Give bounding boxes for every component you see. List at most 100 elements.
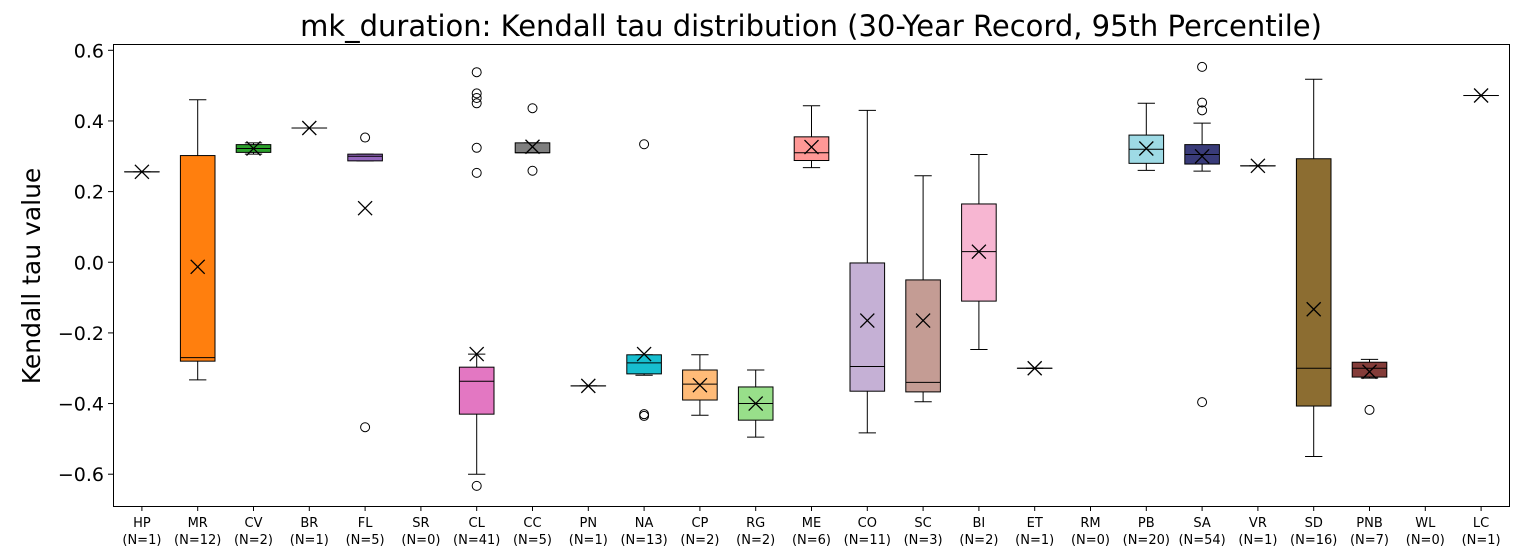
outlier-point <box>360 422 371 433</box>
box-co <box>849 262 886 392</box>
box-cp <box>682 369 718 401</box>
x-tick-count-label: (N=16) <box>1290 533 1337 548</box>
x-tick-label: SA <box>1193 516 1210 531</box>
outlier-point <box>471 88 482 99</box>
outlier-point <box>1197 97 1208 108</box>
y-tick-label: 0.4 <box>74 111 104 133</box>
mean-marker <box>246 141 261 156</box>
x-tick-label: NA <box>635 516 654 531</box>
x-tick-count-label: (N=2) <box>234 533 273 548</box>
outlier-point <box>471 142 482 153</box>
x-tick-label: PNB <box>1356 516 1382 531</box>
mean-marker <box>1194 148 1210 164</box>
x-tick-label: ME <box>802 516 821 531</box>
x-tick-label: CC <box>523 516 541 531</box>
mean-marker <box>301 120 317 136</box>
mean-marker <box>692 377 708 393</box>
outlier-point <box>471 67 482 78</box>
x-tick-count-label: (N=54) <box>1178 533 1225 548</box>
box-mr <box>179 155 216 362</box>
outlier-point <box>471 92 482 103</box>
mean-marker <box>190 259 206 275</box>
x-tick-count-label: (N=1) <box>569 533 608 548</box>
x-tick-label: PB <box>1138 516 1155 531</box>
x-tick-label: FL <box>358 516 373 531</box>
x-tick-count-label: (N=5) <box>513 533 552 548</box>
x-tick-count-label: (N=1) <box>1015 533 1054 548</box>
x-tick-count-label: (N=1) <box>1238 533 1277 548</box>
mean-marker <box>1250 158 1266 174</box>
x-tick-count-label: (N=1) <box>122 533 161 548</box>
mean-marker <box>915 313 931 328</box>
box-cl <box>458 366 495 415</box>
mean-marker <box>134 164 150 180</box>
outlier-point <box>639 139 650 150</box>
outlier-point <box>471 98 482 109</box>
mean-marker <box>1473 88 1489 103</box>
box-na <box>626 354 662 375</box>
x-tick-label: RG <box>746 516 765 531</box>
mean-marker <box>971 244 987 260</box>
outlier-point <box>471 480 482 491</box>
box-sc <box>905 279 941 393</box>
y-axis-label: Kendall tau value <box>17 168 46 385</box>
mean-marker <box>804 139 819 155</box>
x-tick-label: MR <box>188 516 208 531</box>
x-tick-count-label: (N=41) <box>453 533 500 548</box>
y-tick-label: 0.0 <box>74 252 104 274</box>
y-tick-label: 0.2 <box>74 182 104 204</box>
mean-marker <box>1027 360 1043 376</box>
x-tick-label: BI <box>973 516 986 531</box>
x-tick-count-label: (N=0) <box>1071 533 1110 548</box>
x-tick-count-label: (N=2) <box>736 533 775 548</box>
x-tick-count-label: (N=2) <box>680 533 719 548</box>
y-tick-label: −0.6 <box>58 464 104 486</box>
outlier-point <box>1364 404 1375 415</box>
x-tick-label: BR <box>300 516 318 531</box>
x-tick-count-label: (N=0) <box>1406 533 1445 548</box>
mean-marker <box>357 200 373 216</box>
y-tick-label: 0.6 <box>74 40 104 62</box>
x-tick-label: ET <box>1027 516 1043 531</box>
x-tick-label: CL <box>469 516 486 531</box>
plot-marks: −0.6 −0.4 −0.2 0.0 0.2 0.4 0.6 HP (N=1) MR (N=12) C… <box>58 40 1501 548</box>
x-tick-label: VR <box>1249 516 1267 531</box>
x-tick-label: LC <box>1473 516 1489 531</box>
mean-marker <box>525 139 540 155</box>
box-sd <box>1295 158 1332 407</box>
box-pnb <box>1351 361 1388 378</box>
x-tick-label: HP <box>133 516 151 531</box>
mean-marker <box>1138 141 1154 156</box>
outlier-point <box>360 132 371 143</box>
outlier-point <box>471 167 482 178</box>
chart-title: mk_duration: Kendall tau distribution (3… <box>300 9 1322 43</box>
mean-marker <box>859 313 875 328</box>
mean-marker <box>1306 301 1322 317</box>
x-tick-count-label: (N=7) <box>1350 533 1389 548</box>
box-fl <box>347 153 383 162</box>
x-tick-count-label: (N=20) <box>1123 533 1170 548</box>
outlier-point <box>639 410 650 421</box>
x-tick-count-label: (N=1) <box>290 533 329 548</box>
x-tick-label: SR <box>412 516 429 531</box>
x-tick-count-label: (N=2) <box>959 533 998 548</box>
mean-marker <box>580 378 596 394</box>
outlier-point <box>1197 397 1208 408</box>
mean-marker <box>469 346 485 362</box>
x-tick-label: WL <box>1415 516 1436 531</box>
x-tick-count-label: (N=6) <box>792 533 831 548</box>
x-tick-count-label: (N=13) <box>620 533 667 548</box>
x-tick-count-label: (N=0) <box>401 533 440 548</box>
x-tick-label: SD <box>1305 516 1323 531</box>
x-tick-label: PN <box>580 516 598 531</box>
y-tick-label: −0.4 <box>58 394 104 416</box>
mean-marker <box>636 346 652 362</box>
outlier-point <box>527 165 538 176</box>
plot-frame <box>113 44 1510 507</box>
box-me <box>793 136 830 162</box>
box-cc <box>514 142 551 154</box>
outlier-point <box>527 103 538 114</box>
x-tick-label: SC <box>914 516 931 531</box>
x-tick-label: CV <box>245 516 263 531</box>
